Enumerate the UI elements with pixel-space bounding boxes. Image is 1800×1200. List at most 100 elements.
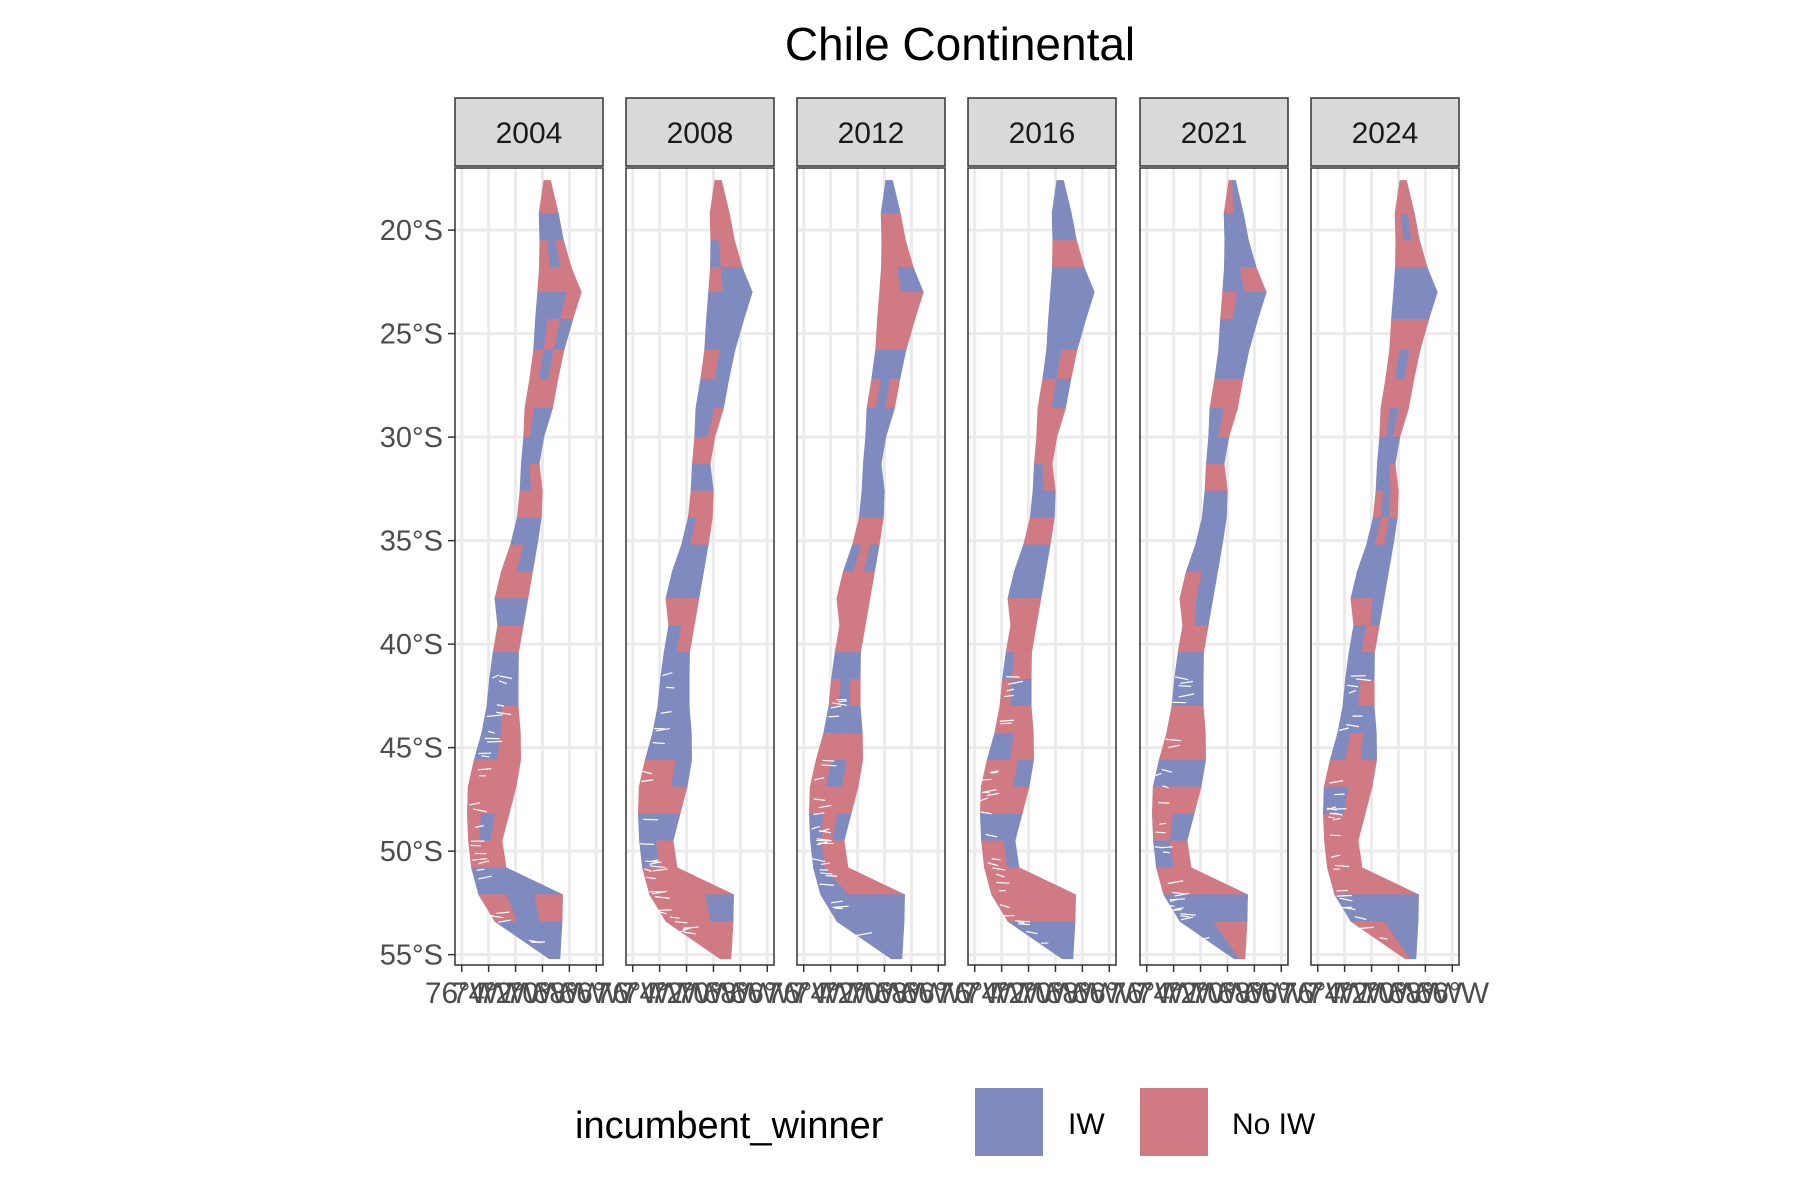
x-tick-label: 66°W xyxy=(1244,977,1318,1010)
legend: incumbent_winner IW No IW xyxy=(575,1088,1316,1156)
facet-strip xyxy=(796,97,946,167)
fjord-line xyxy=(1174,907,1184,911)
fjord-line xyxy=(1328,816,1335,819)
fjord-line xyxy=(644,868,652,873)
region-polygon xyxy=(687,490,714,519)
fjord-line xyxy=(645,860,660,863)
fjord-line xyxy=(1006,688,1015,692)
facet-panel-2012: 2012 76°W74°W72°W70°W68°W66°W xyxy=(767,97,976,1010)
fjord-line xyxy=(1347,684,1359,688)
region-polygon xyxy=(1375,463,1384,492)
facet-strip-label: 2016 xyxy=(1009,117,1076,150)
fjord-line xyxy=(1161,768,1173,773)
region-polygon xyxy=(644,732,692,761)
x-tick-label: 72°W xyxy=(821,977,895,1010)
facet-strip xyxy=(1139,97,1289,167)
region-polygon xyxy=(1151,813,1174,842)
facet-strip xyxy=(454,97,604,167)
fjord-line xyxy=(1345,724,1360,728)
fjord-line xyxy=(813,798,826,801)
fjord-line xyxy=(496,704,505,707)
facet-strip-label: 2012 xyxy=(838,117,905,150)
region-polygon xyxy=(1169,840,1192,869)
region-polygon xyxy=(637,813,660,842)
y-axis: 20°S 25°S 30°S 35°S 40°S 45°S 50°S 55°S xyxy=(380,215,455,972)
region-polygon xyxy=(1032,463,1045,492)
region-polygon xyxy=(494,921,563,960)
fjord-line xyxy=(495,911,510,915)
region-polygon xyxy=(466,813,482,842)
fjord-line xyxy=(472,858,488,861)
region-polygon xyxy=(503,652,519,680)
x-tick-label: 74°W xyxy=(1308,977,1382,1010)
x-tick-label: 72°W xyxy=(1164,977,1238,1010)
fjord-line xyxy=(1355,678,1371,682)
fjord-line xyxy=(1165,738,1181,742)
panel-border xyxy=(454,167,604,966)
fjord-line xyxy=(488,730,495,734)
y-tick-label: 30°S xyxy=(380,422,443,454)
x-tick-label: 70°W xyxy=(1019,977,1093,1010)
fjord-line xyxy=(1163,851,1170,854)
fjord-line xyxy=(1174,892,1190,897)
fjord-line xyxy=(682,926,699,929)
x-tick-label: 76°W xyxy=(767,977,841,1010)
x-tick-label: 70°W xyxy=(1191,977,1265,1010)
fjord-line xyxy=(1158,801,1170,804)
fjord-line xyxy=(1333,812,1343,816)
legend-key-no-iw xyxy=(1140,1088,1208,1156)
fjord-line xyxy=(832,702,848,706)
region-polygon xyxy=(497,732,521,761)
region-polygon xyxy=(655,840,678,869)
fjord-line xyxy=(1162,785,1169,789)
region-polygon xyxy=(834,625,866,653)
fjord-line xyxy=(477,860,490,865)
fjord-line xyxy=(1340,906,1353,909)
fjord-line xyxy=(820,862,830,866)
fjord-line xyxy=(980,797,988,802)
fjord-line xyxy=(1180,913,1196,916)
legend-label: No IW xyxy=(1232,1108,1316,1141)
fjord-line xyxy=(999,719,1015,722)
fjord-line xyxy=(654,896,670,899)
panel-border xyxy=(1139,167,1289,966)
fjord-line xyxy=(1339,897,1353,902)
fjord-line xyxy=(990,771,998,774)
fjord-line xyxy=(1326,806,1337,811)
region-polygon xyxy=(871,349,907,380)
y-tick-label: 35°S xyxy=(380,526,443,558)
fjord-line xyxy=(683,931,696,935)
panel-border xyxy=(625,167,775,966)
x-tick-label: 72°W xyxy=(479,977,553,1010)
region-polygon xyxy=(1388,490,1399,519)
region-polygon xyxy=(1391,291,1438,320)
region-polygon xyxy=(1021,652,1032,680)
x-tick-label: 74°W xyxy=(452,977,526,1010)
fjord-line xyxy=(814,777,825,781)
region-polygon xyxy=(1010,732,1034,761)
fjord-line xyxy=(649,865,666,869)
fjord-line xyxy=(1334,793,1345,796)
fjord-line xyxy=(986,792,1000,797)
fjord-line xyxy=(830,705,842,709)
x-tick-label: 66°W xyxy=(1072,977,1146,1010)
region-polygon xyxy=(1358,679,1375,707)
fjord-line xyxy=(816,838,831,842)
fjord-line xyxy=(838,700,848,703)
fjord-line xyxy=(674,920,688,924)
fjord-line xyxy=(496,711,512,716)
region-polygon xyxy=(1209,378,1244,409)
fjord-line xyxy=(499,675,513,680)
x-tick-label: 66°W xyxy=(559,977,633,1010)
fjord-line xyxy=(1336,894,1352,897)
region-polygon xyxy=(1217,490,1228,519)
facet-strip-label: 2024 xyxy=(1352,117,1419,150)
panel-border xyxy=(967,167,1117,966)
fjord-line xyxy=(996,881,1010,884)
x-tick-label: 66°W xyxy=(730,977,804,1010)
region-polygon xyxy=(1185,705,1206,734)
fjord-line xyxy=(1007,680,1024,685)
x-tick-label: 72°W xyxy=(992,977,1066,1010)
fjord-line xyxy=(642,770,653,775)
